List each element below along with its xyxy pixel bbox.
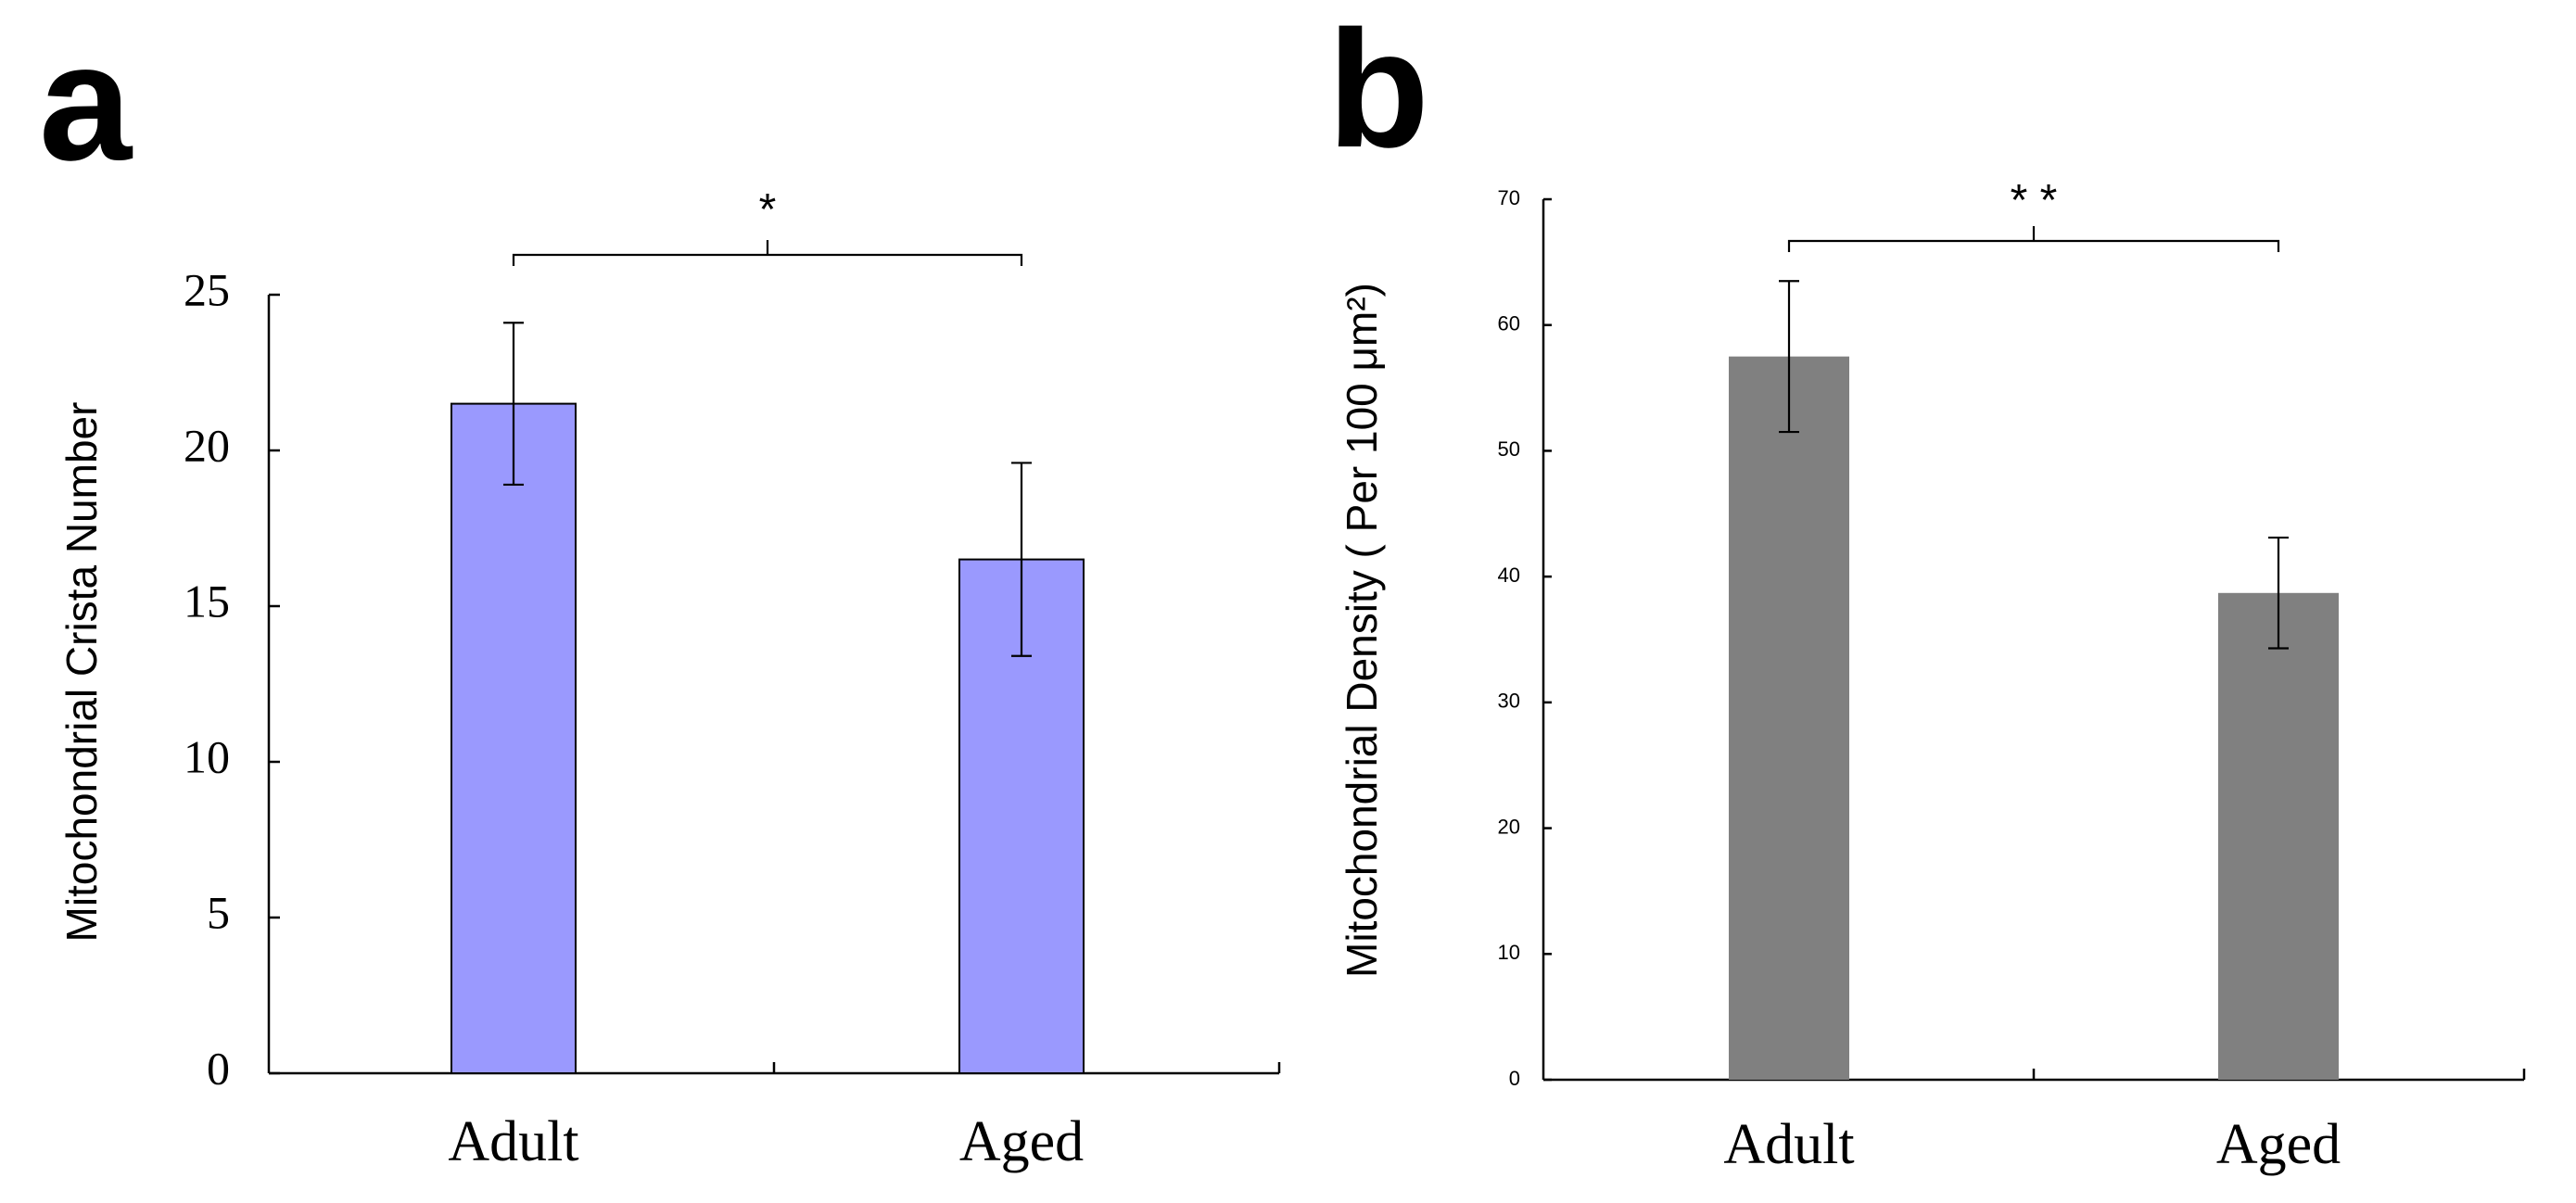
bar-a-adult xyxy=(450,402,577,1075)
y-tick-label-a: 5 xyxy=(207,886,230,938)
bars-b xyxy=(1729,356,2339,1081)
x-tick-label-a-aged: Aged xyxy=(959,1110,1084,1173)
x-tick-label-a-adult: Adult xyxy=(448,1110,578,1173)
y-tick-label-b: 70 xyxy=(1498,186,1520,209)
y-tick-label-b: 20 xyxy=(1498,815,1520,838)
significance-b: * * xyxy=(1787,176,2280,252)
significance-marker-a: * xyxy=(759,185,777,234)
y-tick-label-a: 15 xyxy=(184,575,230,627)
bar-b-aged xyxy=(2218,592,2339,1080)
y-tick-label-b: 30 xyxy=(1498,690,1520,713)
significance-a: * xyxy=(512,185,1023,266)
y-tick-label-a: 10 xyxy=(184,730,230,782)
y-ticks-b: 0 10 20 30 40 50 60 70 xyxy=(1498,186,1552,1090)
significance-bracket-b xyxy=(1787,226,2280,252)
significance-bracket-a xyxy=(512,240,1023,266)
panel-letter-b: b xyxy=(1327,0,1429,183)
x-tick-label-b-aged: Aged xyxy=(2216,1113,2341,1176)
y-tick-label-b: 10 xyxy=(1498,941,1520,964)
x-tick-label-b-adult: Adult xyxy=(1723,1113,1854,1176)
y-axis-label-a: Mitochondrial Crista Number xyxy=(57,402,106,943)
y-tick-label-b: 50 xyxy=(1498,437,1520,461)
y-tick-label-b: 60 xyxy=(1498,312,1520,336)
error-bars-b xyxy=(1779,280,2289,650)
y-tick-label-a: 0 xyxy=(207,1042,230,1094)
error-bars-a xyxy=(503,322,1032,657)
y-tick-label-b: 0 xyxy=(1509,1067,1520,1090)
x-tick-labels-b: Adult Aged xyxy=(1723,1113,2341,1176)
significance-marker-b: * * xyxy=(2011,176,2058,225)
bars-a xyxy=(450,402,1085,1075)
x-tick-labels-a: Adult Aged xyxy=(448,1110,1084,1173)
axes-b xyxy=(1542,199,2526,1082)
axes-a xyxy=(267,295,1281,1075)
panel-b: b Mitochondrial Density ( Per 100 μm²) 0… xyxy=(1327,0,2526,1176)
panel-a: a Mitochondrial Crista Number 0 5 10 15 20 25… xyxy=(39,9,1281,1173)
y-ticks-a: 0 5 10 15 20 25 xyxy=(184,263,280,1094)
y-tick-label-a: 25 xyxy=(184,263,230,315)
y-tick-label-b: 40 xyxy=(1498,564,1520,587)
panel-letter-a: a xyxy=(39,9,133,196)
y-axis-label-b: Mitochondrial Density ( Per 100 μm²) xyxy=(1338,283,1386,978)
bar-b-adult xyxy=(1729,356,1849,1081)
y-tick-label-a: 20 xyxy=(184,419,230,471)
